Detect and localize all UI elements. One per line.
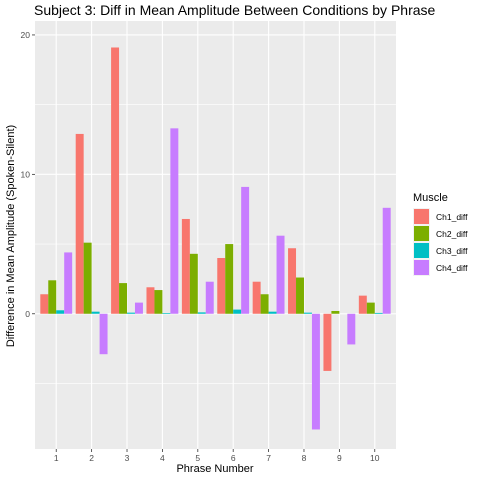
bar-ch1-diff-phrase-2 — [75, 133, 84, 314]
x-tick-label: 3 — [125, 453, 130, 463]
grid-minor — [35, 104, 396, 384]
legend-title: Muscle — [413, 192, 448, 204]
bar-ch2-diff-phrase-6 — [225, 244, 234, 314]
legend-swatch — [414, 260, 429, 275]
legend-item-ch2-diff: Ch2_diff — [413, 225, 468, 242]
bar-ch1-diff-phrase-1 — [40, 294, 49, 314]
x-tick-label: 9 — [337, 453, 342, 463]
bar-ch2-diff-phrase-3 — [119, 283, 128, 314]
bar-ch3-diff-phrase-3 — [127, 312, 135, 314]
bar-ch3-diff-phrase-2 — [91, 311, 100, 314]
bar-ch4-diff-phrase-6 — [241, 186, 250, 314]
bar-ch2-diff-phrase-9 — [331, 310, 340, 314]
chart-title: Subject 3: Diff in Mean Amplitude Betwee… — [34, 2, 436, 18]
bars — [40, 47, 391, 430]
bar-ch3-diff-phrase-4 — [162, 313, 171, 314]
bar-ch2-diff-phrase-1 — [48, 280, 57, 314]
grid-major — [35, 21, 396, 449]
x-tick-label: 8 — [302, 453, 307, 463]
y-tick-label: 10 — [21, 169, 31, 179]
bar-ch2-diff-phrase-10 — [366, 302, 375, 314]
bar-ch4-diff-phrase-5 — [205, 281, 214, 314]
y-axis-title: Difference in Mean Amplitude (Spoken-Sil… — [5, 125, 17, 347]
bar-ch1-diff-phrase-10 — [358, 295, 367, 314]
legend-label: Ch3_diff — [436, 246, 468, 256]
bar-ch1-diff-phrase-4 — [146, 287, 155, 314]
bar-ch4-diff-phrase-9 — [347, 313, 356, 345]
bar-ch4-diff-phrase-1 — [64, 252, 73, 314]
bar-ch2-diff-phrase-2 — [83, 242, 92, 314]
bar-ch1-diff-phrase-8 — [288, 248, 297, 314]
bar-ch3-diff-phrase-8 — [303, 312, 312, 314]
legend-swatch — [414, 226, 429, 241]
legend: Muscle Ch1_diff Ch2_diff Ch3_diff Ch4_diff — [413, 192, 468, 276]
legend-label: Ch1_diff — [436, 212, 468, 222]
bar-ch4-diff-phrase-10 — [382, 207, 391, 314]
bar-ch3-diff-phrase-5 — [197, 312, 206, 314]
legend-label: Ch4_diff — [436, 263, 468, 273]
bar-ch2-diff-phrase-4 — [154, 290, 163, 314]
bar-ch1-diff-phrase-6 — [217, 258, 226, 314]
x-tick-label: 2 — [89, 453, 94, 463]
legend-swatch — [414, 243, 429, 258]
bar-ch4-diff-phrase-2 — [99, 313, 108, 355]
x-axis: 1 2 3 4 5 6 7 8 9 10 — [54, 449, 380, 463]
x-tick-label: 10 — [370, 453, 380, 463]
x-tick-label: 1 — [54, 453, 59, 463]
legend-label: Ch2_diff — [436, 229, 468, 239]
x-axis-title: Phrase Number — [176, 463, 253, 475]
bar-ch3-diff-phrase-1 — [56, 310, 65, 314]
bar-ch4-diff-phrase-8 — [311, 313, 320, 430]
y-tick-label: 0 — [25, 309, 30, 319]
bar-ch3-diff-phrase-10 — [374, 312, 383, 314]
y-tick-label: 20 — [21, 30, 31, 40]
bar-ch4-diff-phrase-3 — [134, 302, 143, 314]
bar-ch1-diff-phrase-9 — [323, 313, 332, 371]
bar-ch2-diff-phrase-8 — [296, 277, 304, 314]
legend-item-ch4-diff: Ch4_diff — [413, 259, 468, 276]
bar-ch2-diff-phrase-5 — [189, 253, 198, 314]
legend-swatch — [414, 209, 429, 224]
bar-ch1-diff-phrase-3 — [111, 47, 120, 314]
bar-ch3-diff-phrase-7 — [268, 311, 277, 314]
bar-ch2-diff-phrase-7 — [260, 294, 269, 314]
x-tick-label: 4 — [160, 453, 165, 463]
bar-ch1-diff-phrase-5 — [181, 218, 190, 314]
plot-panel — [35, 21, 396, 449]
x-tick-label: 6 — [231, 453, 236, 463]
x-tick-label: 5 — [195, 453, 200, 463]
bar-ch4-diff-phrase-4 — [170, 128, 179, 314]
bar-ch4-diff-phrase-7 — [276, 235, 285, 314]
legend-item-ch3-diff: Ch3_diff — [413, 242, 468, 259]
y-axis: 0 10 20 — [21, 30, 35, 319]
x-tick-label: 7 — [266, 453, 271, 463]
bar-ch3-diff-phrase-6 — [233, 309, 242, 314]
bar-ch1-diff-phrase-7 — [252, 281, 261, 314]
legend-item-ch1-diff: Ch1_diff — [413, 208, 468, 225]
